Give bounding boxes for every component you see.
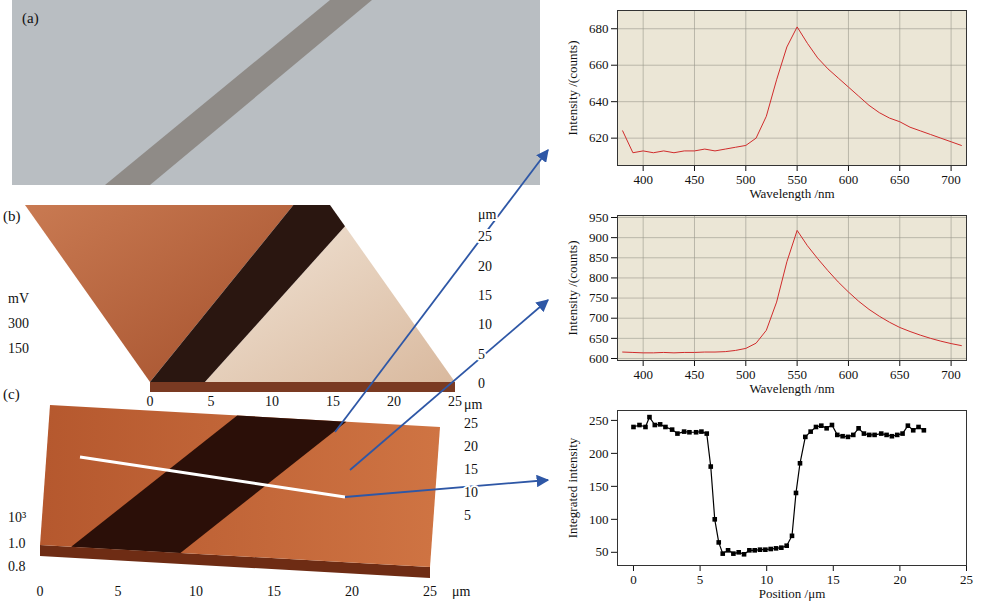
svg-text:0.8: 0.8: [8, 559, 26, 574]
svg-text:650: 650: [890, 172, 910, 187]
svg-text:(a): (a): [22, 10, 39, 27]
svg-text:400: 400: [633, 367, 653, 382]
svg-text:200: 200: [589, 446, 609, 461]
svg-text:μm: μm: [478, 207, 497, 222]
svg-text:950: 950: [589, 210, 609, 225]
svg-text:800: 800: [589, 270, 609, 285]
svg-text:10: 10: [189, 584, 203, 599]
svg-text:450: 450: [685, 367, 705, 382]
svg-text:600: 600: [839, 172, 859, 187]
svg-text:400: 400: [633, 172, 653, 187]
svg-text:10: 10: [265, 394, 279, 409]
svg-text:20: 20: [464, 439, 478, 454]
svg-text:0: 0: [37, 584, 44, 599]
svg-text:Intensity /(counts): Intensity /(counts): [565, 241, 580, 336]
svg-text:500: 500: [736, 172, 756, 187]
svg-text:0: 0: [630, 572, 637, 587]
svg-text:650: 650: [589, 331, 609, 346]
svg-text:15: 15: [478, 288, 492, 303]
svg-text:600: 600: [839, 367, 859, 382]
svg-text:450: 450: [685, 172, 705, 187]
svg-text:20: 20: [345, 584, 359, 599]
svg-text:25: 25: [448, 394, 462, 409]
svg-text:10: 10: [760, 572, 773, 587]
svg-text:5: 5: [478, 347, 485, 362]
svg-text:0: 0: [478, 376, 485, 391]
svg-text:Integrated intensity: Integrated intensity: [565, 437, 580, 538]
svg-text:640: 640: [589, 94, 609, 109]
svg-text:5: 5: [697, 572, 704, 587]
svg-text:300: 300: [8, 316, 29, 331]
svg-text:Intensity /(counts): Intensity /(counts): [565, 41, 580, 136]
svg-text:Wavelength /nm: Wavelength /nm: [749, 186, 834, 201]
svg-text:650: 650: [890, 367, 910, 382]
svg-text:25: 25: [960, 572, 973, 587]
svg-text:850: 850: [589, 250, 609, 265]
svg-text:660: 660: [589, 57, 609, 72]
svg-text:500: 500: [736, 367, 756, 382]
svg-text:5: 5: [208, 394, 215, 409]
svg-text:1.0: 1.0: [8, 536, 26, 551]
svg-text:15: 15: [464, 462, 478, 477]
svg-text:(c): (c): [3, 386, 20, 403]
svg-text:10: 10: [478, 317, 492, 332]
svg-text:550: 550: [787, 172, 807, 187]
svg-text:50: 50: [596, 544, 609, 559]
svg-text:250: 250: [589, 413, 609, 428]
svg-text:5: 5: [464, 508, 471, 523]
svg-text:600: 600: [589, 351, 609, 366]
svg-text:620: 620: [589, 130, 609, 145]
svg-text:20: 20: [893, 572, 906, 587]
svg-text:150: 150: [8, 341, 29, 356]
svg-text:150: 150: [589, 479, 609, 494]
svg-text:550: 550: [787, 367, 807, 382]
svg-text:10³: 10³: [8, 510, 26, 525]
svg-text:(b): (b): [3, 208, 21, 225]
svg-text:15: 15: [267, 584, 281, 599]
svg-text:700: 700: [941, 367, 961, 382]
svg-text:15: 15: [827, 572, 840, 587]
svg-text:25: 25: [464, 416, 478, 431]
svg-text:Wavelength /nm: Wavelength /nm: [749, 381, 834, 396]
svg-text:μm: μm: [464, 397, 483, 412]
svg-text:100: 100: [589, 511, 609, 526]
svg-text:0: 0: [147, 394, 154, 409]
svg-text:mV: mV: [8, 291, 29, 306]
svg-text:700: 700: [941, 172, 961, 187]
svg-text:900: 900: [589, 230, 609, 245]
svg-text:20: 20: [478, 259, 492, 274]
svg-text:Position /μm: Position /μm: [759, 586, 826, 601]
svg-text:25: 25: [478, 229, 492, 244]
svg-text:15: 15: [326, 394, 340, 409]
svg-text:25: 25: [423, 584, 437, 599]
svg-text:750: 750: [589, 290, 609, 305]
svg-text:5: 5: [115, 584, 122, 599]
svg-text:700: 700: [589, 310, 609, 325]
svg-text:20: 20: [387, 394, 401, 409]
svg-text:680: 680: [589, 21, 609, 36]
svg-text:μm: μm: [452, 584, 471, 599]
svg-text:10: 10: [464, 485, 478, 500]
